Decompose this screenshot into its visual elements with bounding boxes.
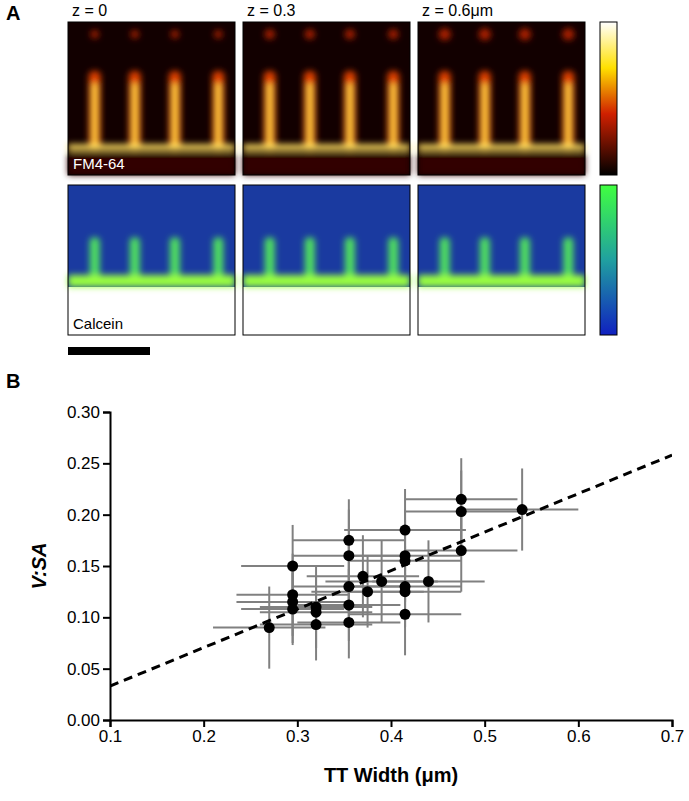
axis-line: [111, 721, 673, 728]
point: [362, 586, 373, 597]
tick: 0.7: [661, 720, 685, 746]
point: [423, 576, 434, 587]
tick-mark: [103, 412, 110, 414]
image-fm4-64: [418, 22, 585, 175]
tick-mark: [103, 514, 110, 516]
tick-mark: [103, 463, 110, 465]
tick: 0.3: [286, 720, 310, 746]
tick-mark: [103, 566, 110, 568]
tick-mark: [103, 668, 110, 670]
tick: 0.2: [192, 720, 216, 746]
point: [343, 617, 354, 628]
tick-mark: [110, 720, 112, 727]
scale-bar: [68, 347, 150, 355]
point: [311, 619, 322, 630]
row-label: FM4-64: [73, 155, 125, 172]
image-calcein: [243, 185, 410, 335]
tick: 0.1: [99, 720, 123, 746]
axis-line: [103, 413, 111, 721]
tick-label: 0.25: [67, 454, 100, 473]
tick: 0.5: [473, 720, 497, 746]
tick-label: 0.3: [286, 727, 310, 746]
image-fm4-64: [68, 22, 235, 175]
tick: 0.10: [67, 608, 110, 627]
plot-area: [110, 455, 672, 686]
panel-label: A: [6, 2, 20, 24]
x-axis: 0.1 0.2 0.3 0.4 0.5 0.6 0.7: [99, 720, 685, 746]
point: [400, 609, 411, 620]
tick-label: 0.5: [473, 727, 497, 746]
tick: 0.25: [67, 454, 110, 473]
colorbar: [600, 22, 617, 175]
tick-label: 0.4: [380, 727, 404, 746]
y-axis-title: V:SA: [28, 542, 50, 589]
row-label: Calcein: [73, 315, 123, 332]
points: [264, 494, 528, 633]
tick-mark: [484, 720, 486, 727]
tick-mark: [391, 720, 393, 727]
tick: 0.4: [380, 720, 404, 746]
colorbar: [600, 185, 617, 335]
tick-mark: [297, 720, 299, 727]
point: [311, 607, 322, 618]
point: [343, 535, 354, 546]
point: [287, 561, 298, 572]
tick-label: 0.10: [67, 608, 100, 627]
tick-label: 0.30: [67, 403, 100, 422]
column-label: z = 0.6μm: [422, 2, 493, 19]
tick: 0.6: [567, 720, 591, 746]
point: [400, 586, 411, 597]
point: [456, 506, 467, 517]
panel-label: B: [6, 370, 20, 392]
point: [343, 550, 354, 561]
point: [456, 545, 467, 556]
column-label: z = 0: [72, 2, 107, 19]
tick-label: 0.15: [67, 557, 100, 576]
tick: 0.05: [67, 660, 110, 679]
tick-mark: [672, 720, 674, 727]
x-axis-title: TT Width (μm): [324, 764, 458, 786]
tick-mark: [203, 720, 205, 727]
tick-label: 0.00: [67, 711, 100, 730]
point: [456, 494, 467, 505]
error-bars: [213, 458, 578, 668]
tick-mark: [103, 617, 110, 619]
figure: Az = 0 z = 0.3 z = 0.6μm FM4-64 Calcein B 0.00…: [0, 0, 689, 801]
image-calcein: [418, 185, 585, 335]
tick-mark: [103, 720, 110, 722]
fit-line: [110, 455, 672, 686]
tick: 0.15: [67, 557, 110, 576]
point: [517, 504, 528, 515]
tick-label: 0.6: [567, 727, 591, 746]
image-calcein: [68, 185, 235, 335]
image-fm4-64: [243, 22, 410, 175]
tick-label: 0.1: [99, 727, 123, 746]
tick: 0.30: [67, 403, 110, 422]
tick-label: 0.20: [67, 506, 100, 525]
y-axis: 0.00 0.05 0.10 0.15 0.20 0.25 0.30: [67, 403, 111, 730]
tick-label: 0.05: [67, 660, 100, 679]
tick-mark: [578, 720, 580, 727]
tick-label: 0.7: [661, 727, 685, 746]
point: [343, 600, 354, 611]
tick: 0.20: [67, 506, 110, 525]
point: [400, 525, 411, 536]
tick-label: 0.2: [192, 727, 216, 746]
column-label: z = 0.3: [247, 2, 296, 19]
